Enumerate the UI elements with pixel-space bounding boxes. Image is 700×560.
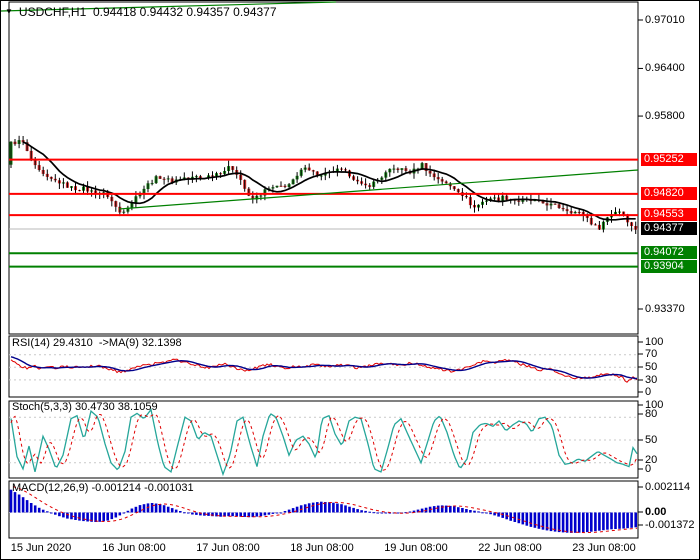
moving-average-line (22, 141, 636, 221)
rsi-scale-label: 50 (645, 361, 658, 373)
symbol-period-label: USDCHF,H1 (18, 5, 87, 19)
macd-scale-label: 0.002114 (645, 481, 691, 493)
macd-pane-border (8, 480, 639, 539)
price-tick-label: 0.93370 (645, 303, 685, 315)
stoch-d-line (10, 413, 638, 471)
macd-histogram (9, 489, 637, 533)
rsi-scale-label: 70 (645, 348, 658, 360)
resistance-price-badge: 0.94553 (641, 208, 697, 222)
time-axis: 15 Jun 2020 16 Jun 08:00 17 Jun 08:00 18 Ju… (1, 542, 661, 558)
macd-scale-label: -0.001372 (645, 519, 695, 531)
stoch-indicator-label: Stoch(5,3,3) 30.4730 38.1059 (12, 401, 158, 413)
candles-down-layer (13, 140, 638, 230)
stoch-scale-label: 20 (645, 454, 658, 466)
resistance-price-badge: 0.95252 (641, 152, 697, 166)
main-pane-border (8, 1, 639, 335)
resistance-price-badge: 0.94820 (641, 186, 697, 200)
stoch-scale-label: 80 (645, 408, 658, 420)
quote-open: 0.94418 (92, 5, 137, 19)
time-label: 18 Jun 08:00 (290, 542, 354, 554)
macd-signal-line (12, 486, 638, 534)
support-price-badge: 0.93904 (641, 259, 697, 273)
rsi-indicator-label: RSI(14) 29.4310 ->MA(9) 32.1398 (12, 337, 182, 349)
rsi-ma-line (10, 356, 637, 380)
time-label: 23 Jun 08:00 (572, 542, 636, 554)
rsi-scale-label: 30 (645, 374, 658, 386)
time-label: 15 Jun 2020 (10, 542, 72, 554)
current-price-badge: 0.94377 (641, 222, 697, 236)
stoch-k-line (10, 408, 638, 477)
support-price-badge: 0.94072 (641, 246, 697, 260)
wicks-layer (10, 135, 637, 234)
trendline-2[interactable] (118, 169, 639, 210)
quote-close: 0.94377 (233, 5, 277, 19)
quote-high: 0.94432 (139, 5, 184, 19)
time-label: 22 Jun 08:00 (478, 542, 542, 554)
time-label: 17 Jun 08:00 (196, 542, 260, 554)
rsi-line (10, 358, 638, 383)
rsi-scale-label: 0 (645, 386, 652, 398)
stoch-scale-label: 100 (645, 399, 664, 411)
trendline-1[interactable] (1, 1, 337, 12)
price-tick-label: 0.96400 (645, 62, 685, 75)
price-axis: 0.97010 0.96400 0.95800 0.93370 0.95252 0.948… (639, 1, 699, 559)
stoch-scale-label: 50 (645, 434, 658, 446)
macd-indicator-label: MACD(12,26,9) -0.001214 -0.001031 (12, 482, 194, 494)
time-label: 16 Jun 08:00 (102, 542, 166, 554)
macd-scale-label: 0.00 (645, 506, 667, 518)
tick-down-icon: ▼ (5, 7, 13, 16)
symbol-title: ▼ USDCHF,H1 0.94418 0.94432 0.94357 0.943… (5, 5, 277, 19)
candles-up-layer (9, 140, 621, 230)
stoch-scale-label: 0 (645, 463, 652, 475)
time-label: 19 Jun 08:00 (384, 542, 448, 554)
quote-low: 0.94357 (186, 5, 230, 19)
price-tick-label: 0.95800 (645, 110, 685, 123)
rsi-scale-label: 100 (645, 336, 664, 348)
price-tick-label: 0.97010 (645, 14, 685, 26)
